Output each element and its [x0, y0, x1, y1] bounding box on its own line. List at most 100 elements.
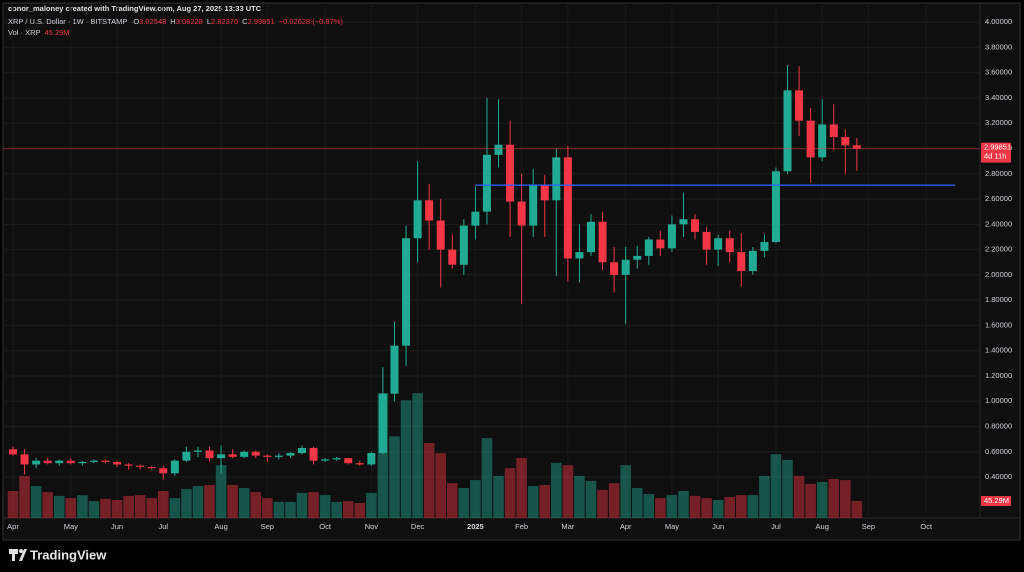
y-tick-label: 0.60000 [985, 447, 1012, 456]
volume-bar [354, 503, 366, 518]
volume-bar [331, 501, 342, 518]
volume-bar [805, 483, 816, 518]
volume-bar [701, 498, 712, 518]
volume-bar [643, 494, 655, 518]
x-tick-label: 2025 [467, 522, 484, 531]
volume-bar [250, 492, 262, 518]
x-tick-label: May [665, 522, 679, 531]
legend-key: L [207, 17, 211, 26]
x-tick-label: Sep [862, 522, 875, 531]
legend: XRP / U.S. Dollar · 1W · BITSTAMP O3.0254… [8, 17, 343, 26]
candle-body [852, 145, 861, 149]
volume-bar [296, 492, 308, 518]
x-tick-label: Aug [816, 522, 829, 531]
volume-bar [342, 501, 354, 518]
candle-body [425, 200, 434, 221]
volume-bar [828, 479, 840, 518]
volume-bar [123, 495, 134, 518]
volume-bar [77, 495, 88, 518]
x-tick-label: Apr [7, 522, 19, 531]
x-tick-label: Sep [261, 522, 274, 531]
volume-bar [447, 483, 458, 518]
volume-bar [539, 485, 551, 518]
x-tick-label: Jun [712, 522, 724, 531]
legend-symbol: XRP / U.S. Dollar · 1W · BITSTAMP [8, 17, 127, 26]
candle-body [217, 454, 226, 459]
legend-change: −0.02628 (−0.87%) [279, 17, 344, 26]
legend-key: H [170, 17, 175, 26]
volume-bar [65, 498, 77, 518]
volume-bar [678, 491, 689, 518]
volume-legend: Vol · XRP 45.29M [8, 28, 70, 37]
candle-body [355, 463, 364, 465]
volume-bar [100, 498, 111, 518]
volume-label: 45.29M [984, 496, 1009, 505]
candle-body [552, 157, 561, 201]
candle-body [667, 224, 676, 249]
candle-body [517, 201, 526, 226]
candle-body [78, 461, 87, 464]
candle-body [760, 242, 769, 251]
candle-body [124, 464, 133, 466]
volume-bar [712, 500, 724, 518]
legend-value: 3.02548 [139, 17, 166, 26]
credit: conor_maloney created with TradingView.c… [8, 4, 262, 13]
candle-body [610, 262, 619, 275]
candle-body [771, 171, 780, 243]
candle-body [714, 238, 723, 250]
x-tick-label: Jul [158, 522, 168, 531]
legend-value: 3.08228 [176, 17, 203, 26]
volume-bar [793, 476, 805, 518]
volume-bar [285, 501, 296, 518]
volume-bar [851, 501, 863, 518]
x-tick-label: Feb [515, 522, 528, 531]
y-tick-label: 1.80000 [985, 295, 1012, 304]
x-tick-label: Apr [620, 522, 632, 531]
candle-body [575, 252, 584, 259]
candle-body [725, 238, 734, 253]
y-tick-label: 3.80000 [985, 42, 1012, 51]
x-tick-label: Dec [411, 522, 425, 531]
volume-bar [308, 492, 319, 518]
candle-body [818, 124, 827, 158]
volume-bar [620, 465, 631, 518]
countdown-label: 4d 11h [984, 152, 1006, 161]
candle-body [402, 238, 411, 346]
volume-bar [816, 482, 828, 518]
volume-bar [724, 497, 735, 518]
candle-body [113, 461, 122, 465]
candle-body [459, 225, 468, 265]
x-tick-label: Aug [214, 522, 227, 531]
last-price-label: 2.99851 [984, 143, 1011, 152]
price-tag [981, 142, 1011, 163]
logo-shape [19, 549, 23, 553]
candle-body [193, 450, 202, 452]
volume-bar [273, 501, 285, 518]
volume-bar [158, 491, 169, 518]
volume-bar [666, 495, 678, 518]
candle-body [89, 460, 98, 462]
y-tick-label: 0.80000 [985, 422, 1012, 431]
candle-body [540, 185, 549, 201]
x-tick-label: Jun [111, 522, 123, 531]
volume-bar [527, 486, 539, 518]
candle-body [332, 458, 341, 460]
volume-bar [481, 438, 493, 518]
volume-bar [458, 488, 470, 518]
x-tick-label: Nov [365, 522, 379, 531]
volume-name: Vol · XRP [8, 28, 41, 37]
candle-body [240, 451, 249, 457]
candle-body [274, 455, 283, 457]
volume-bar [169, 498, 181, 518]
brand: TradingView [30, 547, 107, 562]
volume-bar [493, 476, 504, 518]
volume-bar [111, 500, 123, 518]
candle-body [263, 455, 272, 457]
legend-key: O [133, 17, 139, 26]
volume-bar [7, 491, 19, 518]
y-tick-label: 1.60000 [985, 320, 1012, 329]
volume-bar [574, 476, 585, 518]
candle-body [286, 453, 295, 456]
candle-body [482, 154, 491, 212]
